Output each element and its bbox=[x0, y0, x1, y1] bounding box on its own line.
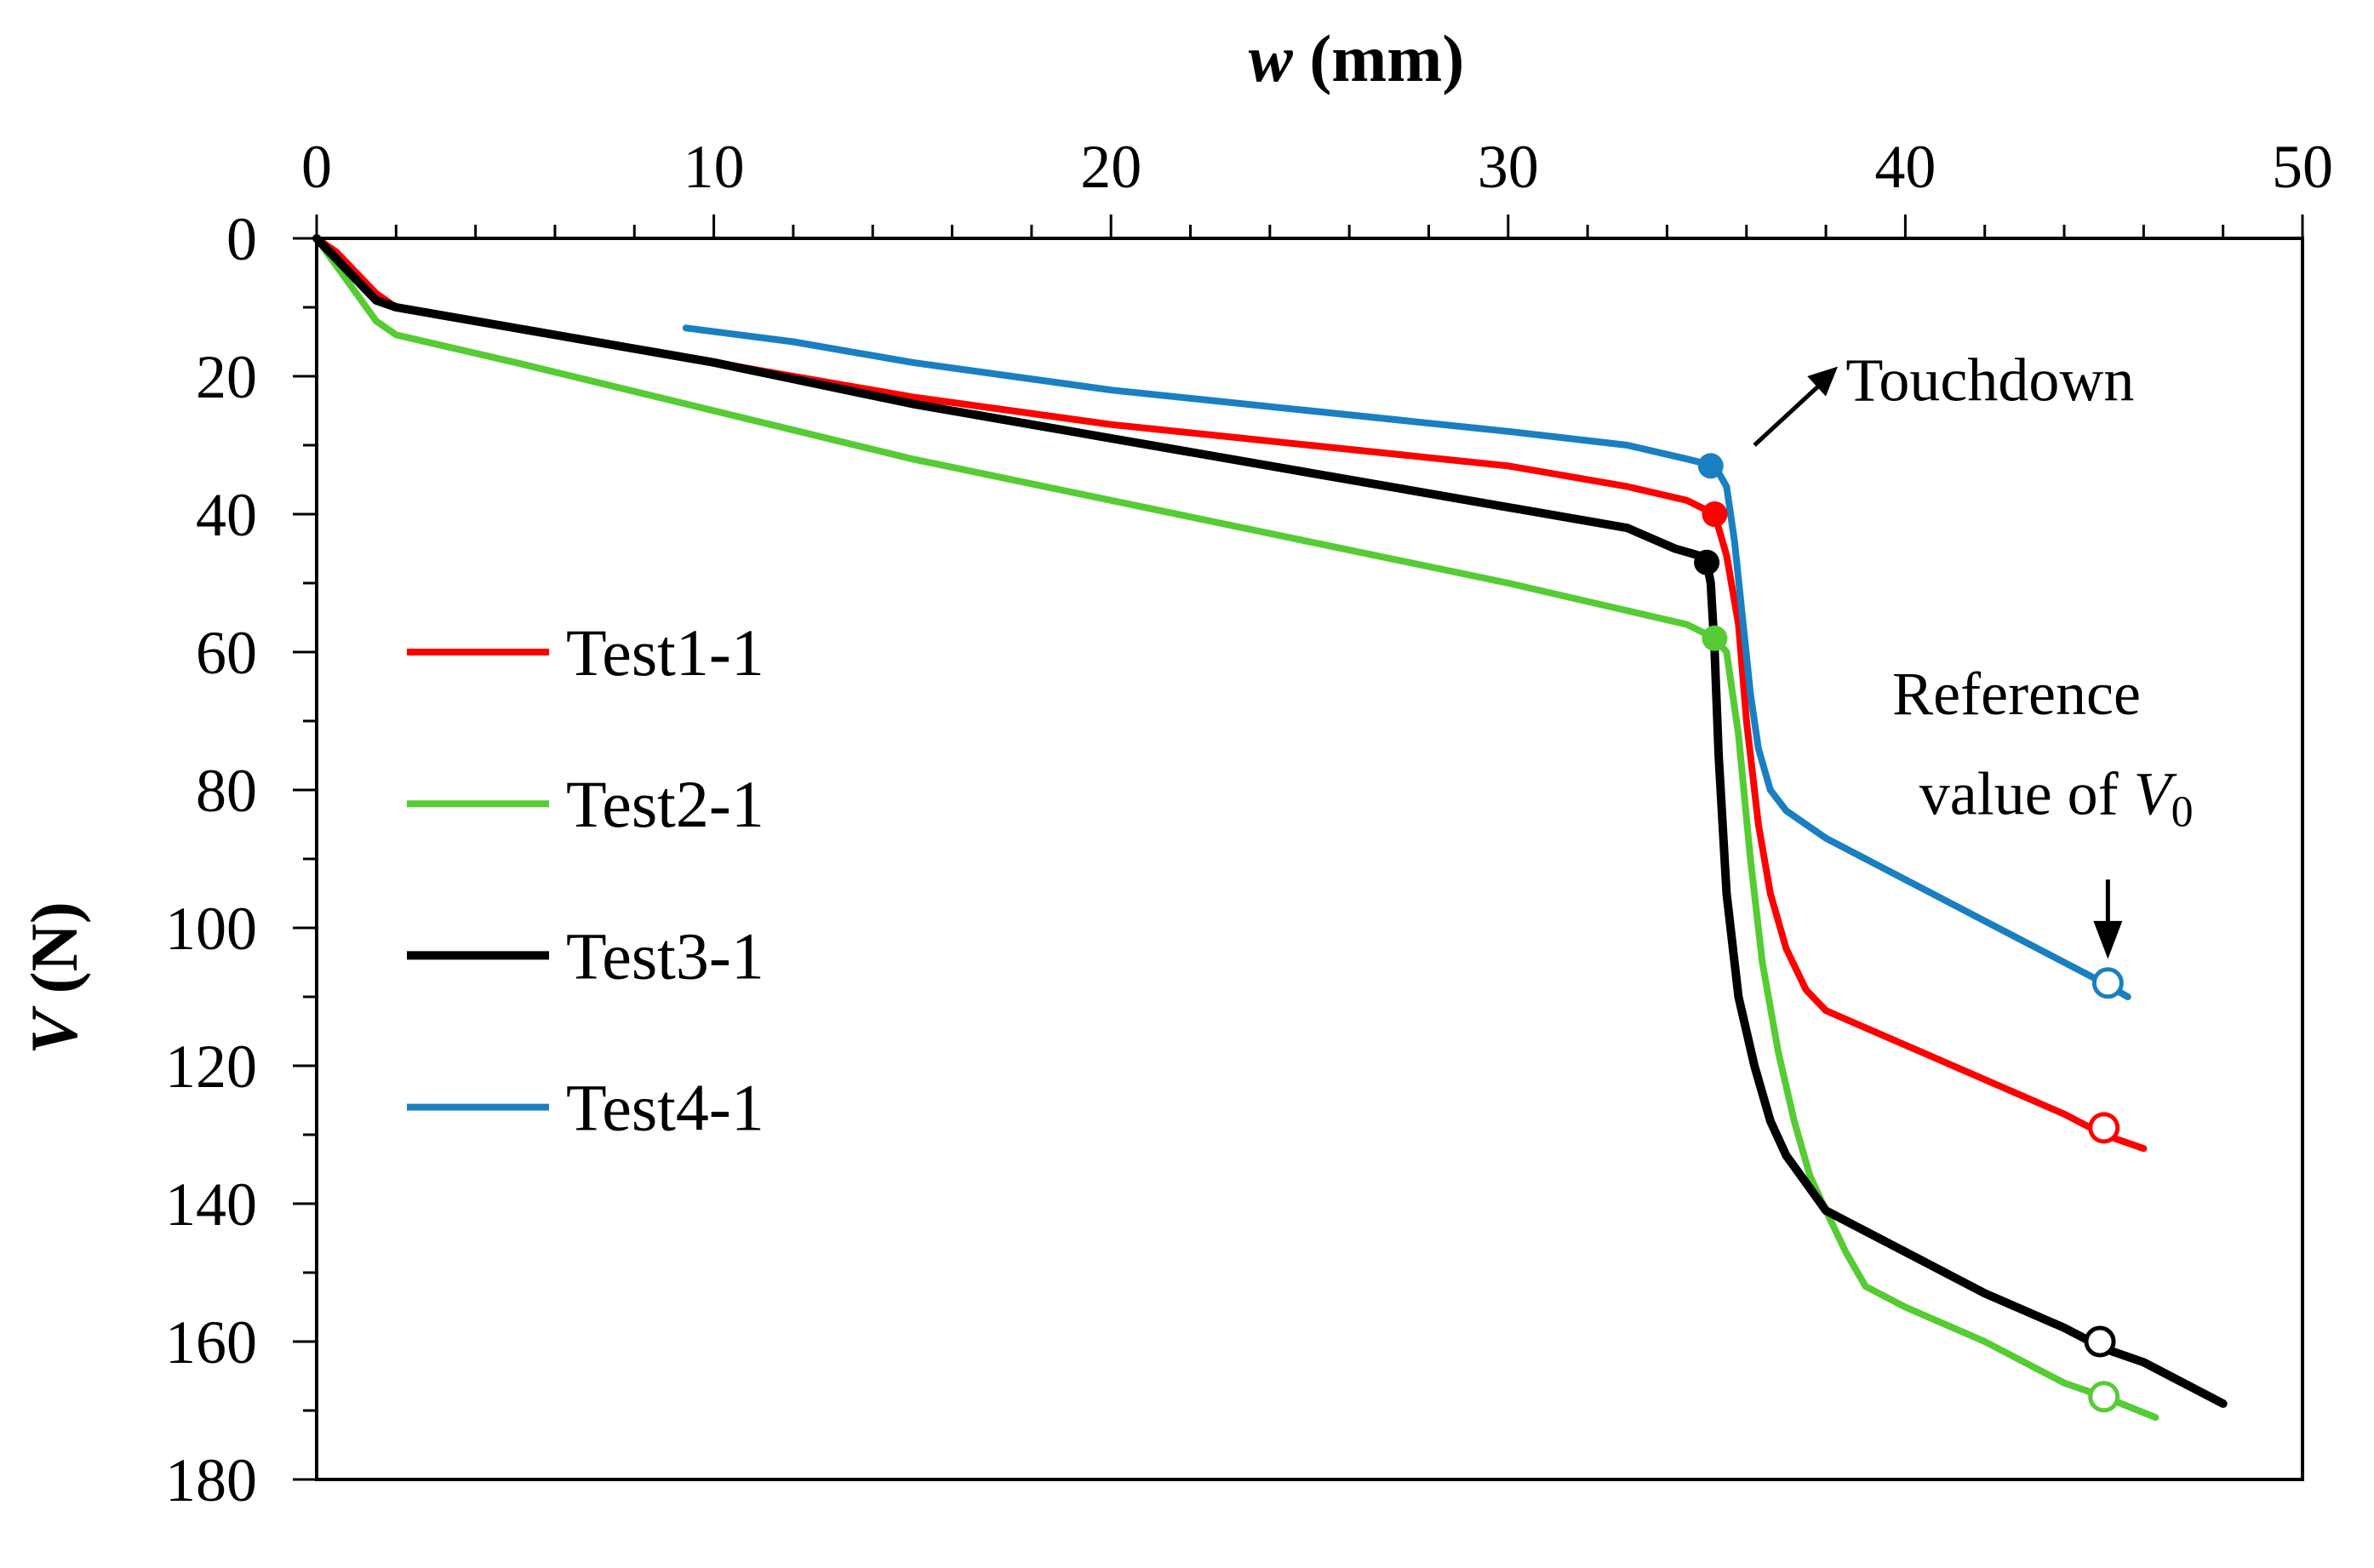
reference-arrowhead bbox=[2093, 920, 2123, 959]
y-tick-label: 40 bbox=[196, 481, 257, 549]
x-tick-label: 0 bbox=[301, 133, 332, 201]
marker-layer bbox=[1694, 453, 2124, 1413]
touchdown-point-test1-1 bbox=[1702, 501, 1728, 527]
y-tick-label: 20 bbox=[196, 343, 257, 411]
touchdown-arrow bbox=[1753, 385, 1820, 447]
touchdown-point-test4-1 bbox=[1697, 453, 1724, 479]
plot-frame bbox=[315, 237, 2304, 1481]
y-tick-label: 120 bbox=[165, 1033, 257, 1101]
y-axis-title: V (N) bbox=[17, 901, 91, 1055]
x-axis-title: w (mm) bbox=[1249, 21, 1464, 95]
touchdown-arrowhead bbox=[1807, 366, 1839, 397]
legend-label-test1-1: Test1-1 bbox=[566, 615, 764, 690]
y-tick-label: 80 bbox=[196, 757, 257, 825]
y-tick-label: 100 bbox=[165, 895, 257, 963]
x-tick-label: 40 bbox=[1874, 133, 1936, 201]
touchdown-label: Touchdown bbox=[1845, 346, 2134, 414]
reference-annotation: Reference value of V0 bbox=[1892, 660, 2194, 959]
legend-label-test2-1: Test2-1 bbox=[566, 767, 764, 841]
reference-point-test2-1 bbox=[2088, 1381, 2120, 1413]
reference-point-test3-1 bbox=[2084, 1325, 2116, 1358]
legend: Test1-1 Test2-1 Test3-1 Test4-1 bbox=[407, 615, 764, 1145]
y-tick-label: 180 bbox=[165, 1446, 257, 1514]
reference-point-test4-1 bbox=[2091, 967, 2124, 999]
touchdown-point-test2-1 bbox=[1702, 625, 1728, 651]
reference-point-test1-1 bbox=[2088, 1112, 2120, 1144]
legend-label-test4-1: Test4-1 bbox=[566, 1071, 764, 1145]
y-tick-label: 60 bbox=[196, 619, 257, 687]
series-line-test4-1 bbox=[682, 324, 2131, 1000]
y-tick-label: 140 bbox=[165, 1170, 257, 1239]
y-tick-label: 160 bbox=[165, 1308, 257, 1376]
x-tick-label: 50 bbox=[2272, 133, 2333, 201]
touchdown-annotation: Touchdown bbox=[1753, 346, 2134, 447]
x-tick-label: 10 bbox=[684, 133, 745, 201]
series-line-test2-1 bbox=[313, 235, 2159, 1422]
y-tick-label: 0 bbox=[226, 205, 257, 273]
series-line-test3-1 bbox=[312, 234, 2228, 1408]
touchdown-point-test3-1 bbox=[1694, 549, 1720, 575]
x-tick-label: 20 bbox=[1080, 133, 1141, 201]
reference-label-line2: value of V0 bbox=[1919, 759, 2194, 836]
reference-label-line1: Reference bbox=[1892, 660, 2141, 728]
axis-ticks bbox=[293, 215, 2304, 1481]
legend-label-test3-1: Test3-1 bbox=[566, 918, 764, 993]
tick-labels: 0 10 20 30 40 50 0 20 40 60 80 100 120 140 160 180 bbox=[165, 133, 2333, 1514]
x-tick-label: 30 bbox=[1478, 133, 1539, 201]
